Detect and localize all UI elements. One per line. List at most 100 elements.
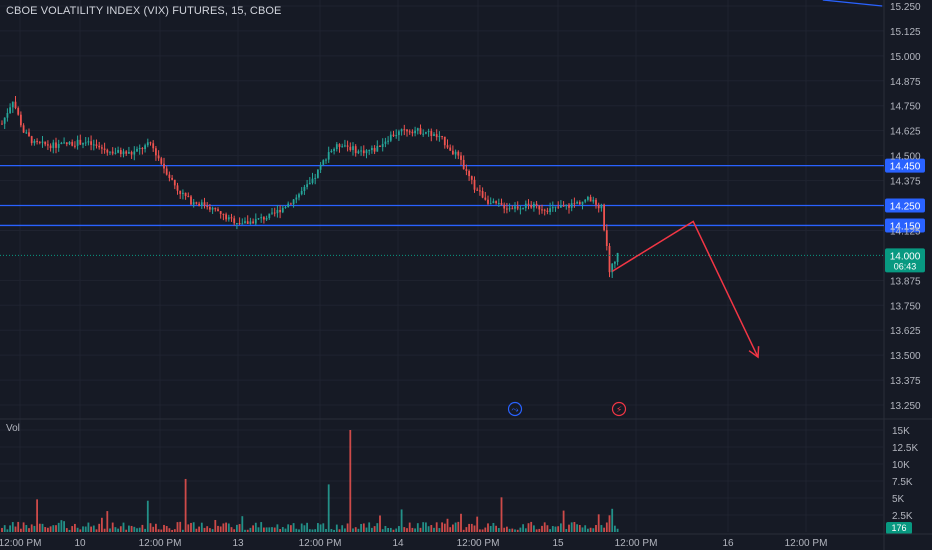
candle: [481, 187, 484, 199]
volume-bar: [198, 526, 200, 532]
volume-bar: [225, 522, 227, 532]
volume-bar: [165, 526, 168, 532]
candle: [195, 201, 198, 205]
candle: [508, 203, 511, 212]
price-tick-label: 13.250: [890, 401, 921, 412]
candle: [430, 128, 433, 142]
volume-bar: [554, 526, 557, 532]
candle: [76, 135, 79, 150]
projection-arrow: [611, 220, 759, 358]
volume-bar: [611, 508, 614, 532]
volume-bar: [44, 527, 47, 532]
volume-bar: [144, 528, 146, 532]
volume-bar: [149, 523, 152, 532]
volume-bar: [168, 528, 171, 532]
volume-bar: [87, 522, 90, 532]
volume-bar: [276, 524, 279, 532]
candle: [227, 214, 230, 222]
volume-bar: [290, 525, 292, 532]
candle: [524, 200, 527, 212]
volume-bar: [90, 526, 92, 532]
volume-bar: [376, 523, 379, 532]
volume-bar: [562, 510, 565, 532]
price-tick-label: 14.750: [890, 102, 921, 113]
candle: [230, 213, 233, 222]
time-tick-label: 14: [392, 538, 404, 549]
volume-bar: [344, 528, 346, 532]
volume-bar: [527, 523, 530, 532]
volume-bar: [327, 484, 330, 532]
candle: [95, 139, 98, 149]
volume-bar: [195, 528, 198, 532]
volume-bar: [173, 529, 176, 532]
volume-bar: [65, 528, 68, 532]
candle: [125, 150, 128, 157]
candle: [146, 138, 149, 148]
candle: [371, 145, 373, 154]
candle: [252, 218, 254, 224]
volume-bar: [160, 529, 163, 532]
candle: [503, 202, 506, 214]
price-axis[interactable]: 15.250 15.125 15.000 14.875 14.750 14.625 14.5…: [890, 2, 921, 412]
time-tick-label: 15: [552, 538, 564, 549]
candle: [411, 129, 414, 137]
volume-bar: [406, 528, 408, 532]
volume-bar: [576, 524, 578, 532]
candle: [144, 143, 146, 153]
volume-bar: [565, 529, 568, 532]
candle: [236, 223, 238, 230]
volume-bar: [362, 523, 365, 532]
volume-bar: [206, 526, 209, 532]
candle: [506, 202, 508, 214]
candle: [565, 204, 568, 210]
volume-bar: [155, 523, 157, 532]
volume-bar: [441, 522, 443, 532]
volume-bar: [11, 522, 14, 532]
candle: [468, 169, 470, 181]
candle: [101, 144, 103, 154]
volume-bar: [95, 529, 98, 532]
volume-bar: [500, 497, 503, 532]
volume-bar: [260, 522, 263, 532]
candle: [149, 141, 152, 146]
candle: [597, 202, 600, 213]
candle: [516, 201, 519, 211]
volume-bar: [538, 528, 541, 532]
time-tick-label: 10: [74, 538, 86, 549]
volume-bar: [122, 522, 125, 532]
candle: [206, 202, 209, 210]
candle: [578, 200, 581, 205]
horizontal-lines[interactable]: 14.450 14.250 14.150: [0, 158, 925, 233]
horizontal-line-label: 14.450: [890, 162, 921, 173]
candle: [408, 129, 411, 135]
volume-bar: [265, 527, 268, 532]
volume-bar: [136, 528, 138, 532]
candle: [497, 198, 500, 207]
time-axis[interactable]: 12:00 PM 10 12:00 PM 13 12:00 PM 14 12:00 PM 15…: [0, 533, 932, 549]
candle: [279, 205, 281, 219]
event-icons[interactable]: ⤳ ⚡: [507, 401, 627, 417]
volume-bar: [452, 524, 454, 532]
candle: [584, 199, 587, 204]
horizontal-line-badge: [885, 198, 925, 213]
candle: [573, 197, 576, 208]
volume-bar: [244, 529, 246, 532]
candle: [433, 132, 435, 137]
candle: [11, 101, 14, 113]
volume-bar: [187, 524, 190, 532]
candle: [219, 211, 222, 219]
candle: [330, 149, 333, 153]
candle: [389, 131, 392, 143]
volume-bar: [271, 527, 273, 532]
volume-bar: [38, 523, 41, 532]
candle: [476, 187, 479, 191]
candle: [603, 203, 605, 232]
candle: [449, 144, 452, 151]
candle: [138, 144, 141, 155]
volume-bar: [101, 517, 103, 532]
volume-bar: [503, 527, 506, 532]
volume-bar: [379, 515, 381, 532]
